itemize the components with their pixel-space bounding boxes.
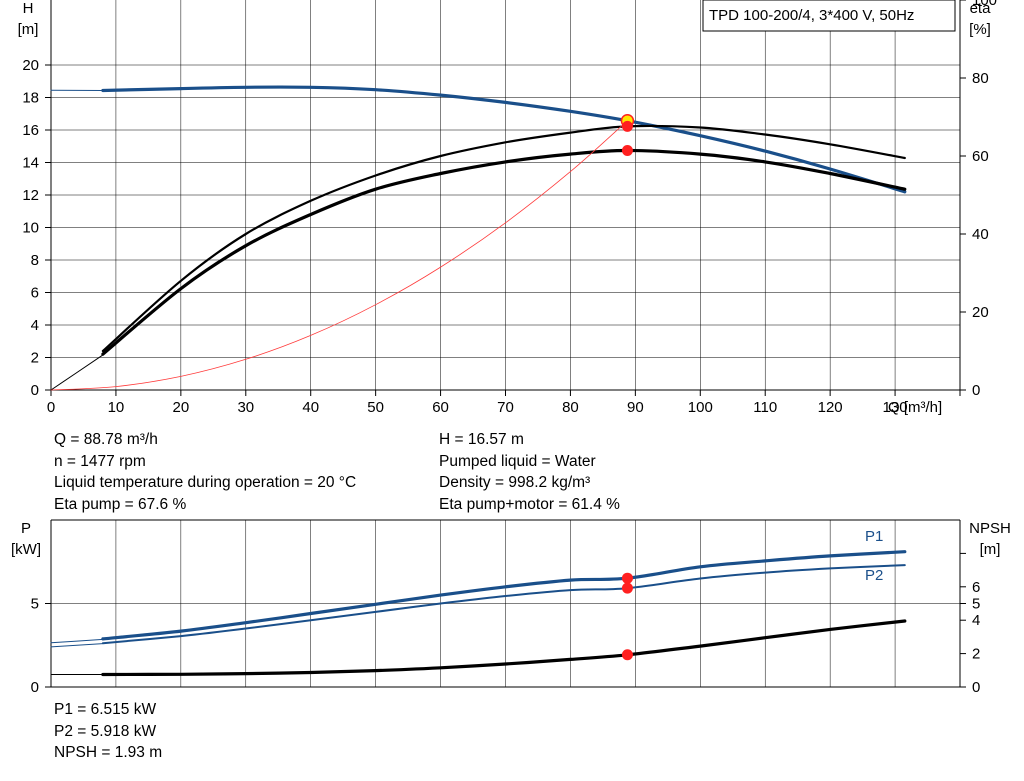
head-tick-label: 6 bbox=[31, 285, 39, 302]
head-tick-label: 14 bbox=[22, 155, 39, 172]
eta-tick-label: 20 bbox=[972, 304, 989, 321]
head-tick-label: 20 bbox=[22, 57, 39, 74]
bottom-duty-marker bbox=[621, 649, 633, 661]
npsh-axis-unit: [m] bbox=[980, 541, 1001, 558]
p2-curve bbox=[101, 564, 906, 645]
p1-series-label: P1 bbox=[865, 528, 883, 545]
head-tick-label: 0 bbox=[31, 382, 39, 399]
power-tick-label: 0 bbox=[31, 679, 39, 696]
x-tick-label: 0 bbox=[47, 399, 55, 416]
info-p1: P1 = 6.515 kW bbox=[54, 701, 157, 718]
info-flow: Q = 88.78 m³/h bbox=[54, 431, 158, 448]
eta-tick-label: 0 bbox=[972, 382, 980, 399]
power-tick-label: 5 bbox=[31, 596, 39, 613]
x-tick-label: 20 bbox=[173, 399, 190, 416]
flow-axis-label: Q [m³/h] bbox=[888, 399, 942, 416]
info-head: H = 16.57 m bbox=[439, 431, 524, 448]
info-pumped-liquid: Pumped liquid = Water bbox=[439, 452, 596, 470]
head-tick-label: 10 bbox=[22, 220, 39, 237]
top-chart-duty-markers bbox=[620, 113, 635, 157]
top-chart-axes bbox=[45, 0, 966, 396]
power-info: P1 = 6.515 kW P2 = 5.918 kW NPSH = 1.93 … bbox=[54, 699, 162, 764]
info-npsh: NPSH = 1.93 m bbox=[54, 744, 163, 761]
info-eta-pump-motor: Eta pump+motor = 61.4 % bbox=[439, 495, 620, 513]
p2-ext-curve bbox=[50, 643, 104, 648]
bottom-duty-marker bbox=[621, 572, 633, 584]
eta-axis-label: eta bbox=[970, 0, 992, 17]
x-tick-label: 80 bbox=[562, 399, 579, 416]
p2-series-label: P2 bbox=[865, 567, 883, 584]
x-tick-label: 50 bbox=[367, 399, 384, 416]
title-box bbox=[702, 0, 956, 32]
top-chart-tick-labels: 0 10 20 30 40 50 60 70 80 90 100 110 120 130024681012… bbox=[22, 0, 997, 416]
top-chart-series bbox=[50, 85, 907, 391]
head-tick-label: 2 bbox=[31, 350, 39, 367]
system-curve bbox=[50, 120, 628, 391]
eta-pump-curve bbox=[101, 124, 906, 353]
duty-info-left: Q = 88.78 m³/h n = 1477 rpm Liquid tempe… bbox=[54, 429, 356, 515]
bottom-chart-duty-markers bbox=[621, 572, 633, 661]
power-axis-unit: [kW] bbox=[11, 541, 41, 558]
x-tick-label: 40 bbox=[302, 399, 319, 416]
duty-info-right: H = 16.57 m Pumped liquid = Water Densit… bbox=[439, 429, 620, 515]
eta-tick-label: 40 bbox=[972, 226, 989, 243]
info-eta-pump: Eta pump = 67.6 % bbox=[54, 495, 187, 513]
info-liquid-temperature: Liquid temperature during operation = 20… bbox=[54, 474, 357, 491]
head-axis-label: H bbox=[23, 0, 34, 17]
x-tick-label: 120 bbox=[818, 399, 843, 416]
p1-curve bbox=[101, 550, 907, 641]
x-tick-label: 10 bbox=[108, 399, 125, 416]
info-speed: n = 1477 rpm bbox=[54, 452, 146, 470]
eta-axis-unit: [%] bbox=[969, 21, 991, 38]
eta-duty-marker bbox=[621, 120, 633, 132]
x-tick-label: 60 bbox=[432, 399, 449, 416]
head-tick-label: 18 bbox=[22, 90, 39, 107]
eta-tick-label: 100 bbox=[972, 0, 997, 9]
x-tick-label: 110 bbox=[753, 399, 777, 416]
head-tick-label: 4 bbox=[31, 317, 39, 334]
bottom-chart-axes bbox=[45, 520, 966, 688]
bottom-chart-series bbox=[50, 550, 907, 677]
npsh-curve bbox=[101, 619, 907, 677]
eta-tick-label: 60 bbox=[972, 148, 989, 165]
npsh-tick-label: 6 bbox=[972, 579, 980, 596]
eta-duty-marker bbox=[621, 145, 633, 157]
chart-title: TPD 100-200/4, 3*400 V, 50Hz bbox=[709, 7, 914, 24]
top-chart-grid bbox=[51, 0, 961, 390]
head-tick-label: 8 bbox=[31, 252, 39, 269]
eta-tick-label: 80 bbox=[972, 70, 989, 87]
eta-ext-curve bbox=[50, 354, 104, 391]
p1-ext-curve bbox=[50, 638, 104, 644]
head-axis-unit: [m] bbox=[18, 21, 39, 38]
head-curve bbox=[101, 85, 907, 194]
head-tick-label: 16 bbox=[22, 122, 39, 139]
x-tick-label: 130 bbox=[883, 399, 908, 416]
bottom-duty-marker bbox=[621, 582, 633, 594]
npsh-tick-label: 0 bbox=[972, 679, 980, 696]
bottom-chart-grid bbox=[51, 519, 961, 687]
info-density: Density = 998.2 kg/m³ bbox=[439, 474, 591, 491]
npsh-tick-label: 2 bbox=[972, 646, 980, 663]
x-tick-label: 100 bbox=[688, 399, 713, 416]
info-p2: P2 = 5.918 kW bbox=[54, 722, 157, 740]
npsh-tick-label: 5 bbox=[972, 596, 980, 613]
npsh-tick-label: 4 bbox=[972, 612, 980, 629]
power-axis-label: P bbox=[21, 520, 31, 537]
x-tick-label: 90 bbox=[627, 399, 644, 416]
npsh-axis-label: NPSH bbox=[969, 520, 1011, 537]
x-tick-label: 30 bbox=[237, 399, 254, 416]
eta-motor-curve bbox=[101, 148, 907, 356]
head-tick-label: 12 bbox=[22, 187, 39, 204]
x-tick-label: 70 bbox=[497, 399, 514, 416]
